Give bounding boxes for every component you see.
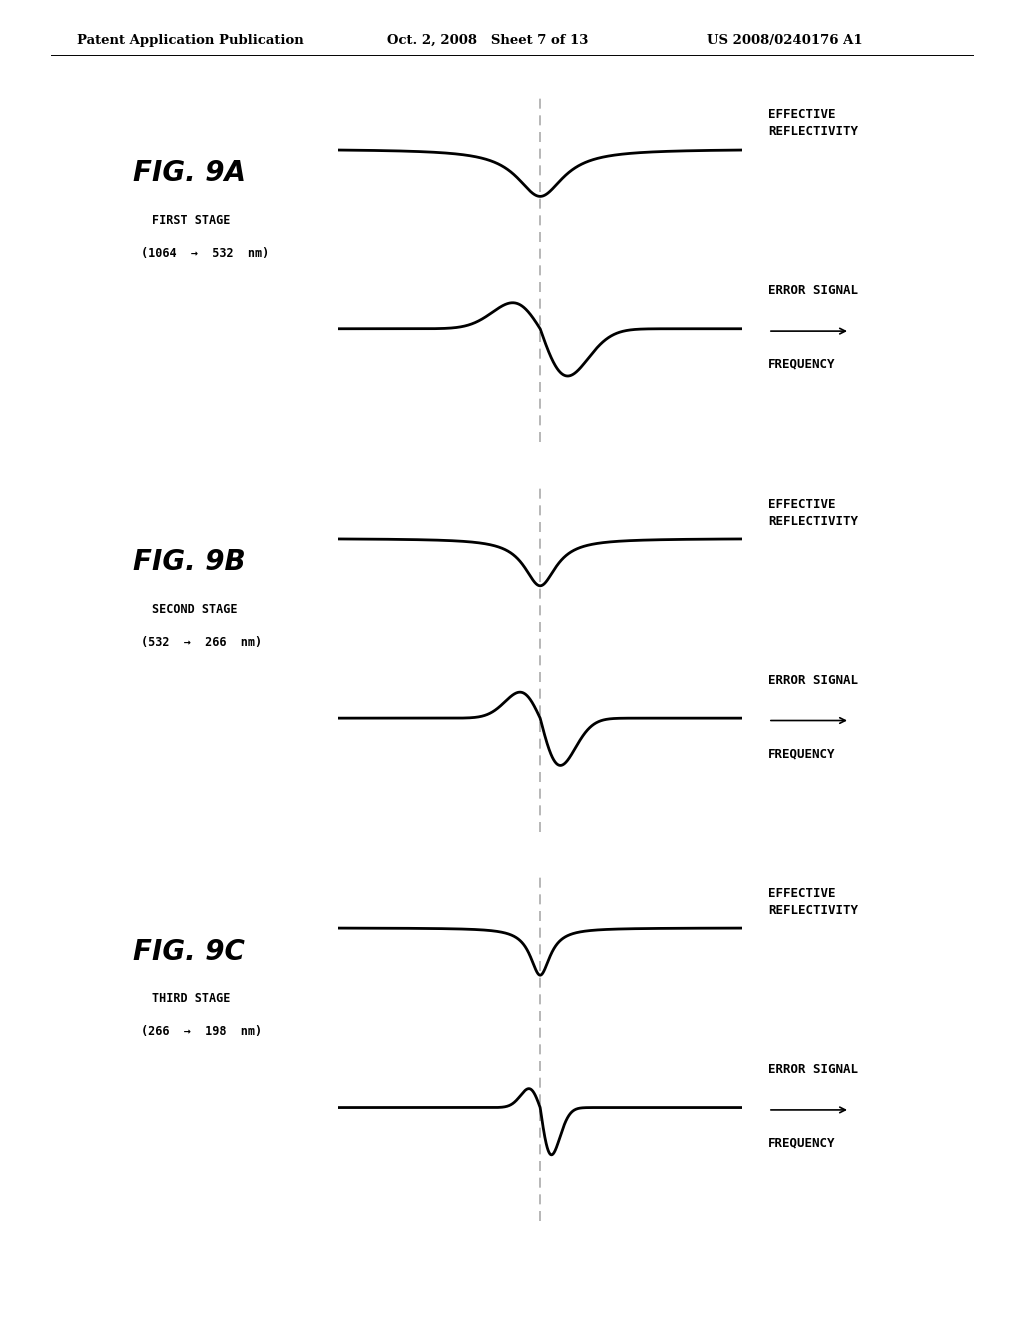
Text: Oct. 2, 2008   Sheet 7 of 13: Oct. 2, 2008 Sheet 7 of 13 (387, 33, 589, 46)
Text: FREQUENCY: FREQUENCY (768, 1137, 836, 1150)
Text: FIRST STAGE: FIRST STAGE (152, 214, 230, 227)
Text: (532  →  266  nm): (532 → 266 nm) (141, 636, 262, 649)
Text: EFFECTIVE
REFLECTIVITY: EFFECTIVE REFLECTIVITY (768, 108, 858, 139)
Text: Patent Application Publication: Patent Application Publication (77, 33, 303, 46)
Text: FIG. 9C: FIG. 9C (133, 937, 245, 965)
Text: FREQUENCY: FREQUENCY (768, 358, 836, 371)
Text: ERROR SIGNAL: ERROR SIGNAL (768, 673, 858, 686)
Text: (1064  →  532  nm): (1064 → 532 nm) (141, 247, 269, 260)
Text: EFFECTIVE
REFLECTIVITY: EFFECTIVE REFLECTIVITY (768, 887, 858, 917)
Text: FIG. 9A: FIG. 9A (133, 158, 246, 186)
Text: EFFECTIVE
REFLECTIVITY: EFFECTIVE REFLECTIVITY (768, 498, 858, 528)
Text: SECOND STAGE: SECOND STAGE (152, 603, 237, 616)
Text: FREQUENCY: FREQUENCY (768, 747, 836, 760)
Text: US 2008/0240176 A1: US 2008/0240176 A1 (707, 33, 862, 46)
Text: ERROR SIGNAL: ERROR SIGNAL (768, 1063, 858, 1076)
Text: THIRD STAGE: THIRD STAGE (152, 993, 230, 1006)
Text: FIG. 9B: FIG. 9B (133, 548, 246, 576)
Text: (266  →  198  nm): (266 → 198 nm) (141, 1026, 262, 1039)
Text: ERROR SIGNAL: ERROR SIGNAL (768, 284, 858, 297)
